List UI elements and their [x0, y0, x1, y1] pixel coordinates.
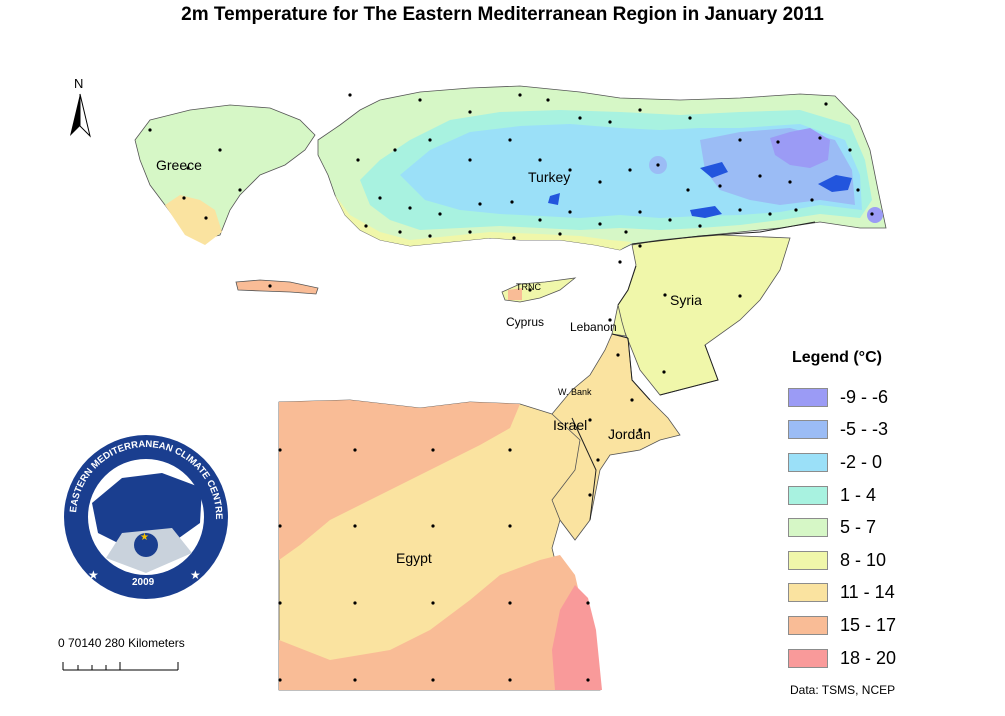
turkey-cold-zone-minus9-minus6 — [770, 128, 830, 168]
label-syria: Syria — [670, 292, 702, 308]
legend: Legend (°C) -9 - -6 -5 - -3 -2 - 0 1 - 4 5 -… — [788, 349, 988, 674]
legend-label: 18 - 20 — [840, 647, 897, 668]
north-label: N — [74, 76, 83, 91]
label-w-bank: W. Bank — [558, 387, 592, 397]
legend-label: -9 - -6 — [840, 386, 889, 407]
legend-label: 11 - 14 — [840, 582, 895, 603]
label-egypt: Egypt — [396, 550, 432, 566]
lake-eastern — [700, 162, 728, 178]
syria-region — [617, 234, 791, 396]
scale-bar-text: 0 70140 280 Kilometers — [58, 636, 185, 650]
legend-item: -2 - 0 — [788, 446, 988, 479]
legend-label: 1 - 4 — [840, 484, 877, 505]
emcc-logo: ★ 2009 ★ ★ EASTERN MEDITERRANEAN CLIMATE… — [64, 435, 228, 599]
legend-label: -2 - 0 — [840, 451, 883, 472]
logo-year: 2009 — [132, 577, 155, 588]
israel-jordan-region — [551, 333, 681, 541]
lake-tuz — [548, 193, 560, 205]
legend-swatch — [788, 518, 828, 538]
label-trnc: TRNC — [516, 282, 541, 292]
legend-label: 8 - 10 — [840, 549, 887, 570]
svg-text:★: ★ — [140, 532, 149, 543]
legend-item: 8 - 10 — [788, 544, 988, 577]
egypt-warm-zone-west — [279, 400, 520, 560]
legend-title: Legend (°C) — [792, 349, 882, 366]
label-turkey: Turkey — [528, 169, 570, 185]
legend-item: -9 - -6 — [788, 381, 988, 414]
legend-label: -5 - -3 — [840, 419, 889, 440]
scale-bar: 0 70140 280 Kilometers — [58, 636, 238, 676]
legend-swatch — [788, 583, 828, 603]
legend-item: -5 - -3 — [788, 414, 988, 447]
label-lebanon: Lebanon — [570, 320, 617, 334]
legend-item: 1 - 4 — [788, 479, 988, 512]
legend-items: -9 - -6 -5 - -3 -2 - 0 1 - 4 5 - 7 8 - 10 11 -… — [788, 381, 988, 674]
legend-swatch — [788, 420, 828, 440]
turkey-south-coast-zone — [335, 195, 632, 250]
station-dots — [148, 93, 874, 682]
legend-label: 5 - 7 — [840, 517, 877, 538]
egypt-warm-zone-south — [279, 555, 600, 690]
svg-text:★: ★ — [88, 568, 99, 582]
egypt-hot-zone — [552, 585, 602, 690]
legend-swatch — [788, 648, 828, 668]
map-title: 2m Temperature for The Eastern Mediterra… — [181, 4, 824, 25]
lake-keban — [690, 206, 722, 218]
scale-bar-ruler — [62, 662, 179, 671]
legend-item: 5 - 7 — [788, 511, 988, 544]
crete-region — [235, 279, 319, 295]
legend-swatch — [788, 615, 828, 635]
data-source: Data: TSMS, NCEP — [790, 683, 896, 697]
greece-warm-zone — [165, 195, 222, 245]
legend-swatch — [788, 550, 828, 570]
lebanon-region — [611, 304, 627, 337]
legend-label: 15 - 17 — [840, 614, 897, 635]
label-greece: Greece — [156, 157, 202, 173]
cyprus-warm-spot — [508, 288, 522, 300]
legend-swatch — [788, 387, 828, 407]
label-israel: Israel — [553, 417, 587, 433]
svg-text:★: ★ — [190, 568, 201, 582]
turkey-cold-spot-east — [867, 207, 883, 223]
label-cyprus: Cyprus — [506, 315, 544, 329]
border-lines — [571, 221, 816, 521]
legend-item: 11 - 14 — [788, 577, 988, 610]
legend-swatch — [788, 485, 828, 505]
label-jordan: Jordan — [608, 426, 651, 442]
legend-swatch — [788, 452, 828, 472]
north-arrow-icon: N — [70, 76, 91, 138]
lake-van — [818, 175, 852, 192]
legend-item: 18 - 20 — [788, 642, 988, 675]
legend-item: 15 - 17 — [788, 609, 988, 642]
